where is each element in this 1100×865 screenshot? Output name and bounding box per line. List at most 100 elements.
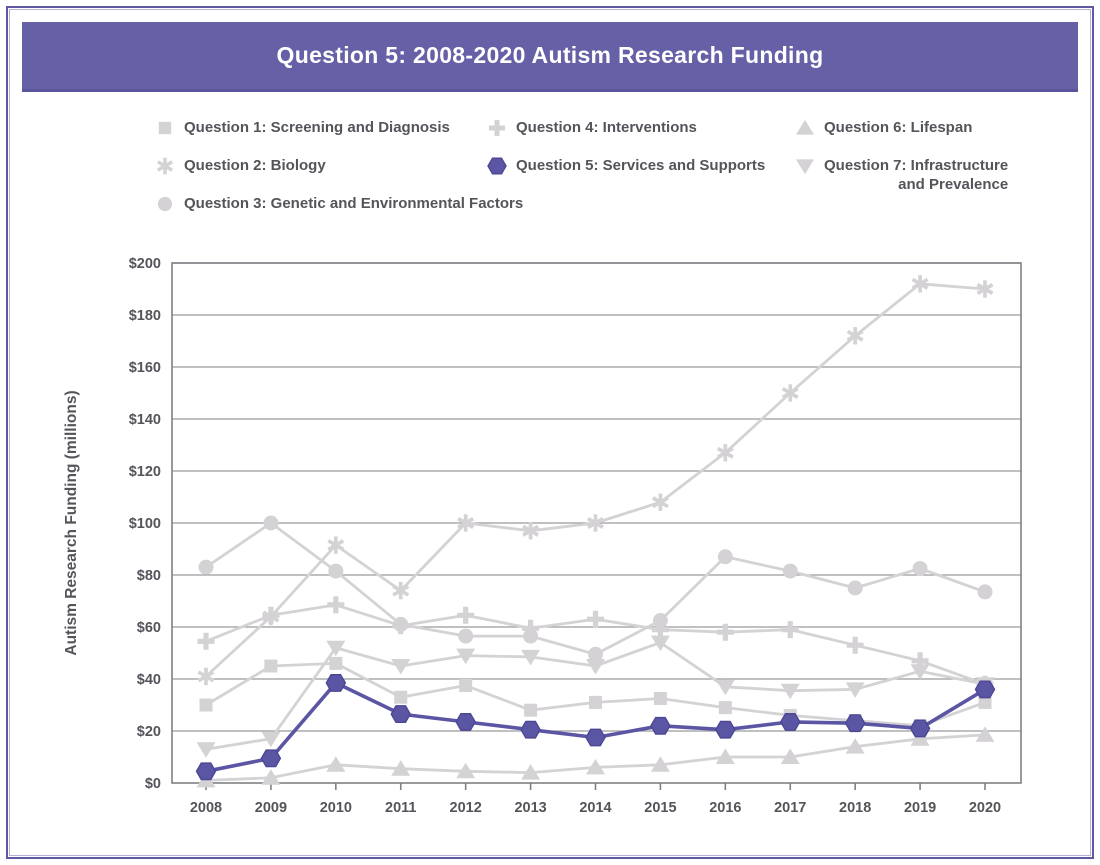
- triangle-up-icon: [391, 760, 411, 776]
- hexagon-icon: [260, 749, 282, 768]
- asterisk-icon: [522, 522, 540, 540]
- circle-icon: [912, 561, 928, 576]
- triangle-up-icon: [521, 764, 541, 780]
- square-icon: [718, 701, 732, 715]
- triangle-down-icon: [456, 648, 476, 665]
- y-tick-label: $0: [145, 776, 161, 792]
- hexagon-icon: [909, 719, 931, 738]
- triangle-up-icon: [715, 748, 735, 764]
- asterisk-icon: [781, 384, 799, 402]
- square-icon: [264, 659, 278, 673]
- y-tick-label: $60: [137, 620, 161, 636]
- plus-icon: [522, 619, 540, 637]
- circle-icon: [847, 580, 863, 596]
- legend-column: Question 4: Interventions Question 5: Ser…: [487, 118, 765, 175]
- y-tick-label: $180: [129, 308, 161, 324]
- x-tick-label: 2012: [450, 800, 482, 816]
- plus-icon: [457, 606, 475, 624]
- triangle-down-icon: [650, 635, 670, 652]
- circle-icon: [782, 563, 798, 579]
- triangle-down-icon: [795, 159, 815, 175]
- hexagon-icon: [487, 157, 507, 175]
- legend-item: Question 6: Lifespan: [795, 118, 1008, 137]
- triangle-up-icon: [910, 730, 930, 746]
- x-tick-label: 2011: [385, 800, 416, 816]
- plus-icon: [716, 623, 734, 641]
- plus-icon: [197, 632, 215, 650]
- triangle-up-icon: [650, 756, 670, 772]
- asterisk-icon: [716, 444, 734, 462]
- circle-icon: [977, 584, 993, 600]
- asterisk-icon: [156, 157, 174, 175]
- hexagon-icon: [455, 712, 476, 731]
- circle-icon: [198, 559, 214, 575]
- legend-item: Question 2: Biology: [155, 156, 523, 175]
- y-tick-label: $200: [129, 256, 161, 272]
- funding-chart: $0 $20 $40 $60 $80 $100 $120 $140 $160 $180 $200 20…: [40, 250, 1060, 830]
- square-icon: [653, 692, 667, 705]
- series-triangle-up: [196, 726, 995, 788]
- legend-item-label: Question 4: Interventions: [516, 119, 697, 136]
- legend-item-label: Question 5: Services and Supports: [516, 157, 766, 174]
- legend-item-label: Question 2: Biology: [184, 157, 326, 174]
- y-tick-label: $100: [129, 516, 161, 532]
- y-tick-label: $80: [137, 568, 161, 584]
- x-tick-label: 2019: [904, 800, 936, 816]
- x-tick-label: 2010: [320, 800, 352, 816]
- plus-icon: [262, 606, 280, 624]
- square-icon: [978, 695, 992, 709]
- triangle-down-icon: [795, 159, 815, 175]
- hexagon-icon: [520, 720, 541, 739]
- series-hexagon: [195, 673, 996, 781]
- triangle-up-icon: [456, 762, 476, 779]
- hexagon-icon: [195, 762, 217, 781]
- triangle-down-icon: [780, 683, 800, 700]
- funding-chart-svg: $0 $20 $40 $60 $80 $100 $120 $140 $160 $180 $200 20…: [63, 256, 1022, 816]
- triangle-up-icon: [586, 758, 605, 775]
- circle-icon: [328, 563, 344, 579]
- triangle-up-icon: [975, 726, 995, 742]
- triangle-down-icon: [326, 640, 346, 657]
- triangle-down-icon: [586, 659, 605, 675]
- asterisk-icon: [976, 280, 994, 298]
- circle-icon: [717, 549, 733, 565]
- plus-icon: [327, 596, 345, 614]
- circle-icon: [157, 196, 173, 212]
- triangle-down-icon: [715, 679, 735, 696]
- legend-column: Question 6: Lifespan Question 7: Infrastr…: [795, 118, 1008, 194]
- legend-column: Question 1: Screening and Diagnosis Quest…: [155, 118, 523, 213]
- triangle-down-icon: [391, 659, 411, 675]
- circle-icon: [263, 515, 279, 531]
- asterisk-icon: [846, 327, 864, 345]
- x-tick-label: 2008: [190, 800, 222, 816]
- circle-icon: [157, 196, 173, 212]
- hexagon-icon: [585, 728, 606, 747]
- hexagon-icon: [715, 720, 736, 739]
- series-asterisk: [197, 275, 994, 686]
- circle-icon: [458, 628, 474, 644]
- circle-icon: [588, 646, 603, 662]
- legend: Question 1: Screening and Diagnosis Quest…: [0, 118, 1100, 243]
- asterisk-icon: [197, 667, 215, 686]
- plus-icon: [488, 119, 506, 137]
- plus-icon: [911, 652, 929, 670]
- square-icon: [329, 656, 343, 670]
- legend-item: Question 7: Infrastructure and Prevalenc…: [795, 156, 1008, 194]
- square-icon: [158, 121, 172, 135]
- x-tick-label: 2018: [839, 800, 871, 816]
- square-icon: [158, 121, 172, 135]
- hexagon-icon: [650, 716, 671, 735]
- asterisk-icon: [457, 514, 475, 532]
- hexagon-icon: [974, 680, 996, 699]
- legend-item-label: Question 6: Lifespan: [824, 119, 973, 136]
- hexagon-icon: [487, 157, 507, 175]
- y-tick-label: $40: [137, 672, 161, 688]
- plus-icon: [651, 621, 669, 639]
- page-title: Question 5: 2008-2020 Autism Research Fu…: [276, 42, 824, 68]
- legend-item-label: Question 1: Screening and Diagnosis: [184, 119, 450, 136]
- hexagon-icon: [844, 714, 866, 733]
- x-tick-label: 2015: [644, 800, 676, 816]
- x-tick-label: 2014: [579, 800, 611, 816]
- x-tick-label: 2016: [709, 800, 741, 816]
- y-tick-label: $160: [129, 360, 161, 376]
